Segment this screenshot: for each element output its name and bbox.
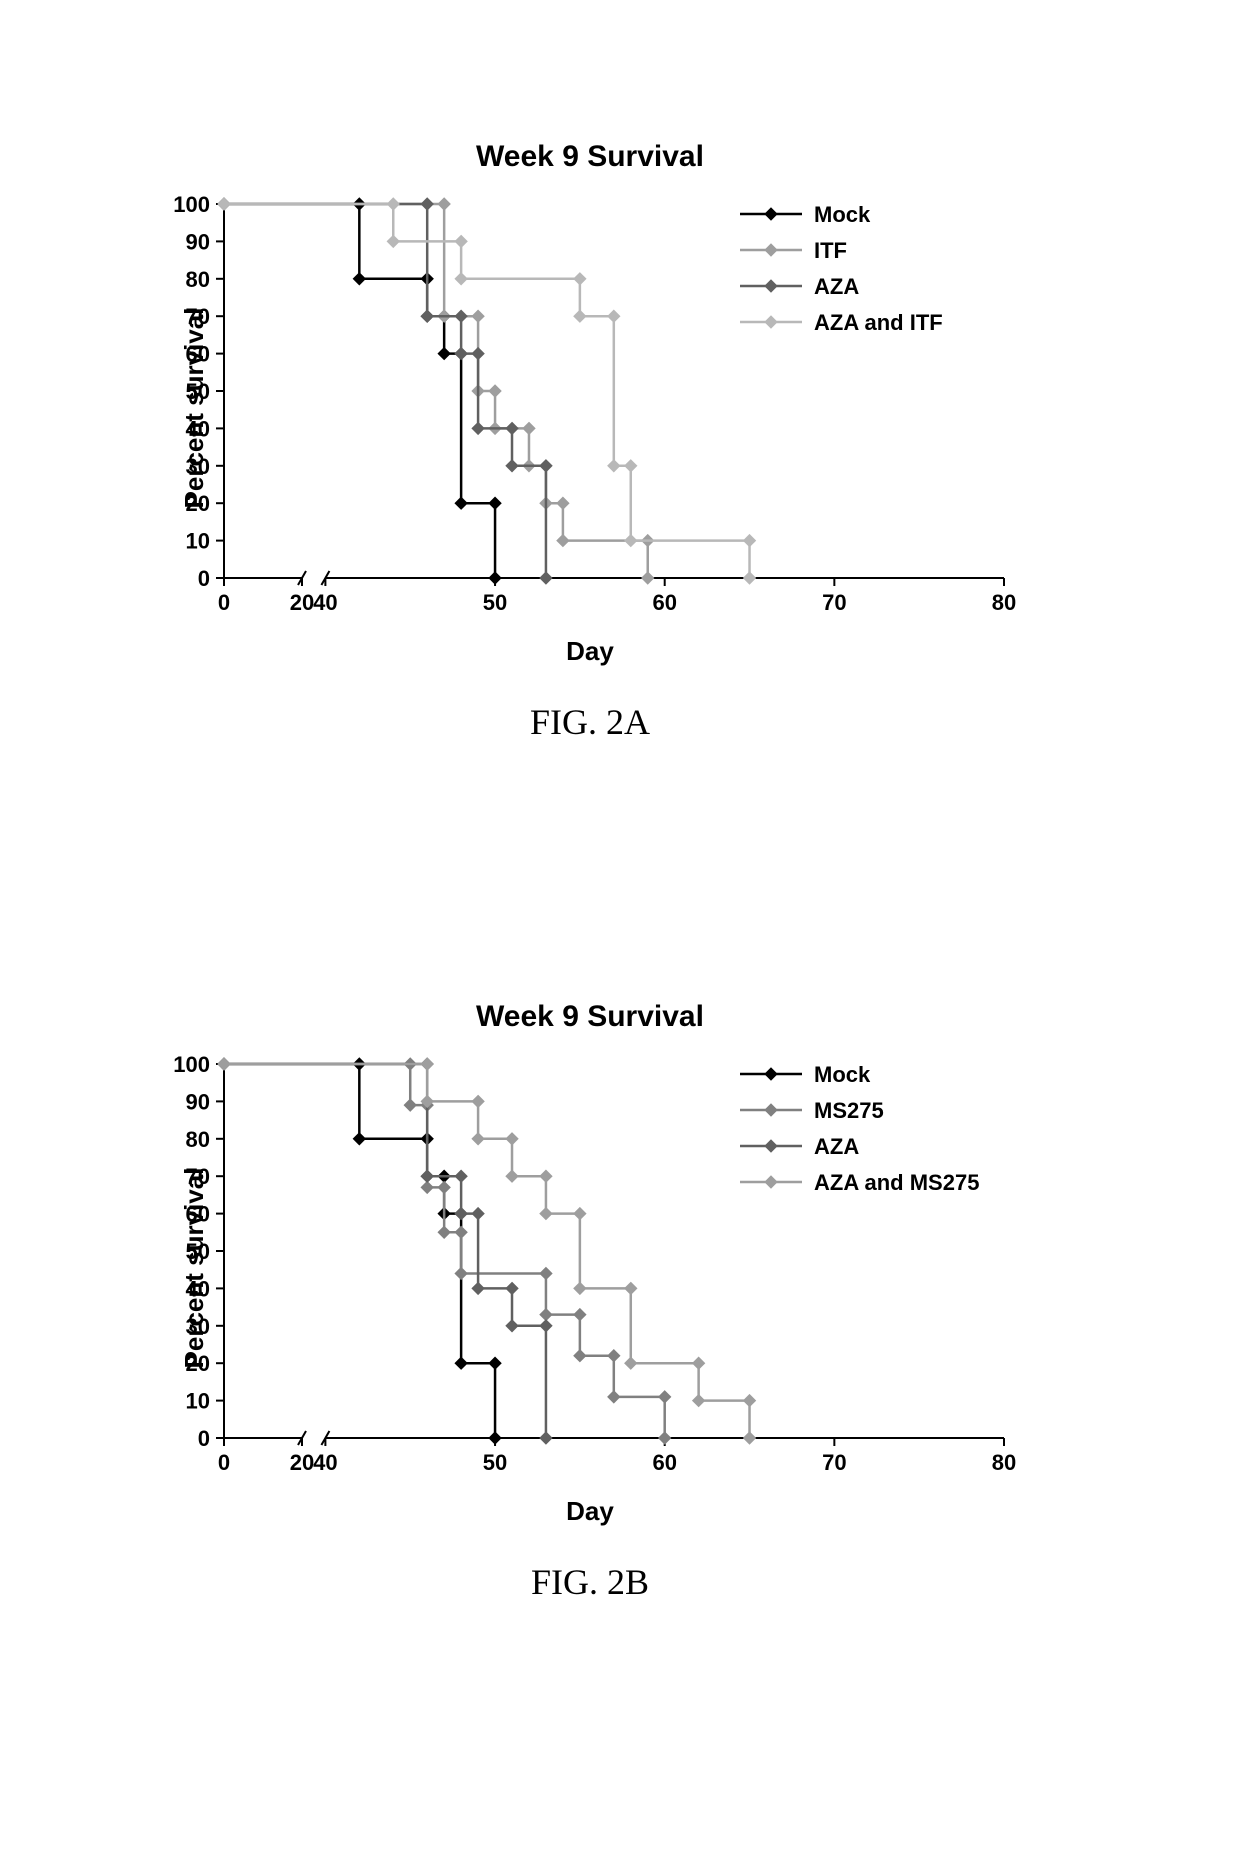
svg-text:AZA: AZA [814,274,859,299]
figure-a-xlabel: Day [160,636,1020,667]
svg-text:ITF: ITF [814,238,847,263]
figure-b-ylabel: Percent survival [179,1168,210,1369]
svg-text:MS275: MS275 [814,1098,884,1123]
svg-text:50: 50 [483,590,507,615]
svg-text:Mock: Mock [814,202,871,227]
svg-text:50: 50 [483,1450,507,1475]
figure-b-caption: FIG. 2B [160,1561,1020,1603]
svg-text:0: 0 [218,590,230,615]
figure-b-title: Week 9 Survival [160,1000,1020,1034]
svg-text:0: 0 [198,1426,210,1451]
svg-text:90: 90 [186,1089,210,1114]
svg-text:20: 20 [290,1450,314,1475]
svg-text:80: 80 [186,267,210,292]
figure-a-ylabel: Percent survival [179,308,210,509]
svg-text:100: 100 [173,192,210,217]
svg-text:40: 40 [313,1450,337,1475]
svg-text:40: 40 [313,590,337,615]
page: Week 9 Survival Percent survival 0102030… [0,0,1240,1851]
figure-a-container: Week 9 Survival Percent survival 0102030… [160,140,1020,743]
figure-a-caption: FIG. 2A [160,701,1020,743]
svg-text:100: 100 [173,1052,210,1077]
svg-text:70: 70 [822,590,846,615]
svg-text:90: 90 [186,229,210,254]
svg-text:70: 70 [822,1450,846,1475]
svg-text:0: 0 [198,566,210,591]
svg-text:10: 10 [186,529,210,554]
svg-text:10: 10 [186,1389,210,1414]
figure-b-plot-wrap: Percent survival 01020304050607080901000… [160,1048,1020,1488]
svg-text:20: 20 [290,590,314,615]
svg-text:AZA and MS275: AZA and MS275 [814,1170,979,1195]
svg-text:AZA: AZA [814,1134,859,1159]
svg-text:0: 0 [218,1450,230,1475]
figure-b-container: Week 9 Survival Percent survival 0102030… [160,1000,1020,1603]
svg-text:AZA and ITF: AZA and ITF [814,310,943,335]
svg-text:80: 80 [992,590,1016,615]
svg-text:60: 60 [652,590,676,615]
figure-b-svg: 01020304050607080901000204050607080MockM… [160,1048,1020,1488]
svg-text:Mock: Mock [814,1062,871,1087]
svg-text:80: 80 [992,1450,1016,1475]
figure-b-xlabel: Day [160,1496,1020,1527]
svg-text:80: 80 [186,1127,210,1152]
figure-a-plot-wrap: Percent survival 01020304050607080901000… [160,188,1020,628]
figure-a-svg: 01020304050607080901000204050607080MockI… [160,188,1020,628]
svg-text:60: 60 [652,1450,676,1475]
figure-a-title: Week 9 Survival [160,140,1020,174]
